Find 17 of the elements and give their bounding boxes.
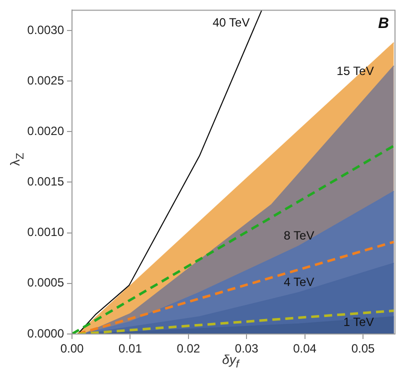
y-tick-label: 0.0015: [27, 174, 64, 189]
y-tick-label: 0.0000: [27, 326, 64, 340]
y-tick-label: 0.0020: [27, 124, 64, 138]
y-tick-label: 0.0030: [27, 22, 64, 37]
annotation: B: [378, 14, 390, 32]
annotation: 4 TeV: [284, 274, 314, 289]
annotation: 1 TeV: [343, 315, 374, 330]
annotation: 40 TeV: [212, 16, 250, 30]
x-tick-label: 0.01: [118, 342, 142, 356]
x-tick-label: 0.02: [176, 342, 200, 356]
x-tick-label: 0.00: [60, 342, 84, 356]
x-tick-label: 0.04: [293, 342, 317, 356]
y-tick-label: 0.0010: [27, 225, 64, 240]
annotation: 8 TeV: [284, 228, 314, 242]
y-tick-label: 0.0025: [27, 73, 64, 88]
x-tick-label: 0.05: [351, 342, 375, 356]
y-tick-label: 0.0005: [27, 276, 64, 290]
